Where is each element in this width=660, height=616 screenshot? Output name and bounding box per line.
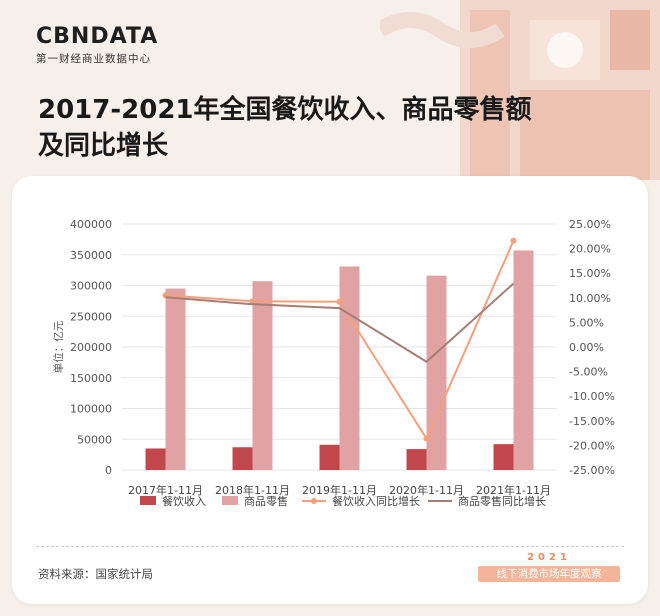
y2-tick-label: 20.00%	[569, 243, 611, 256]
y-tick-label: 300000	[70, 280, 112, 293]
bar-retail	[426, 275, 447, 470]
bar-catering	[406, 449, 427, 470]
y2-tick-label: 0.00%	[569, 341, 604, 354]
divider	[36, 546, 624, 547]
x-tick-label: 2021年1-11月	[476, 483, 551, 497]
line-point	[336, 298, 343, 305]
legend-label: 餐饮收入同比增长	[332, 494, 420, 508]
x-tick-label: 2020年1-11月	[389, 483, 464, 497]
y2-tick-label: 25.00%	[569, 218, 611, 231]
x-tick-label: 2019年1-11月	[302, 483, 377, 497]
legend-swatch	[140, 496, 156, 505]
y-tick-label: 200000	[70, 341, 112, 354]
y-tick-label: 350000	[70, 249, 112, 262]
y2-tick-label: 10.00%	[569, 292, 611, 305]
legend-label: 商品零售	[244, 494, 288, 508]
y-tick-label: 100000	[70, 403, 112, 416]
bar-catering	[232, 447, 253, 470]
chart-card: 400000 350000 300000 250000 200000 150000 1000…	[12, 176, 648, 604]
chart-svg: 400000 350000 300000 250000 200000 150000 1000…	[52, 218, 615, 508]
line-point	[510, 237, 517, 244]
y-tick-label: 0	[105, 464, 112, 477]
line-point	[249, 298, 256, 305]
series-line-retail-growth	[165, 282, 515, 364]
title-line-1: 2017-2021年全国餐饮收入、商品零售额	[38, 95, 532, 125]
stamp-text: 线下消费市场年度观察	[478, 566, 620, 582]
storefront-decoration	[380, 0, 660, 180]
legend-label: 商品零售同比增长	[458, 494, 546, 508]
bar-catering	[319, 444, 340, 470]
brand-subtitle: 第一财经商业数据中心	[36, 53, 151, 65]
y2-tick-label: 15.00%	[569, 267, 611, 280]
legend-swatch-dot	[311, 498, 317, 504]
source-note: 资料来源：国家统计局	[38, 567, 153, 581]
bar-retail	[252, 281, 273, 470]
x-tick-label: 2017年1-11月	[128, 483, 203, 497]
y2-tick-label: -15.00%	[569, 415, 615, 428]
line-point	[423, 435, 430, 442]
bar-retail	[165, 288, 186, 470]
bar-retail	[513, 250, 534, 470]
bar-retail	[339, 266, 360, 470]
title-line-2: 及同比增长	[38, 131, 169, 161]
brand-logo: CBNDATA	[36, 24, 159, 49]
y2-tick-label: -10.00%	[569, 390, 615, 403]
y2-tick-label: -5.00%	[569, 366, 608, 379]
y2-tick-label: -20.00%	[569, 439, 615, 452]
y-tick-label: 400000	[70, 218, 112, 231]
legend-label: 餐饮收入	[162, 494, 206, 508]
y2-tick-label: -25.00%	[569, 464, 615, 477]
y2-tick-label: 5.00%	[569, 316, 604, 329]
y-tick-label: 150000	[70, 372, 112, 385]
legend-swatch	[222, 496, 238, 505]
y-axis-label: 单位：亿元	[52, 320, 65, 373]
stamp-year: 2021	[527, 552, 571, 563]
report-stamp: 2021 线下消费市场年度观察	[472, 552, 626, 582]
x-tick-label: 2018年1-11月	[215, 483, 290, 497]
y-tick-label: 250000	[70, 310, 112, 323]
brand-block: CBNDATA 第一财经商业数据中心	[36, 24, 158, 66]
bar-catering	[493, 444, 514, 470]
bar-catering	[145, 448, 166, 470]
y-tick-label: 50000	[77, 433, 112, 446]
page-title: 2017-2021年全国餐饮收入、商品零售额 及同比增长	[38, 92, 598, 164]
